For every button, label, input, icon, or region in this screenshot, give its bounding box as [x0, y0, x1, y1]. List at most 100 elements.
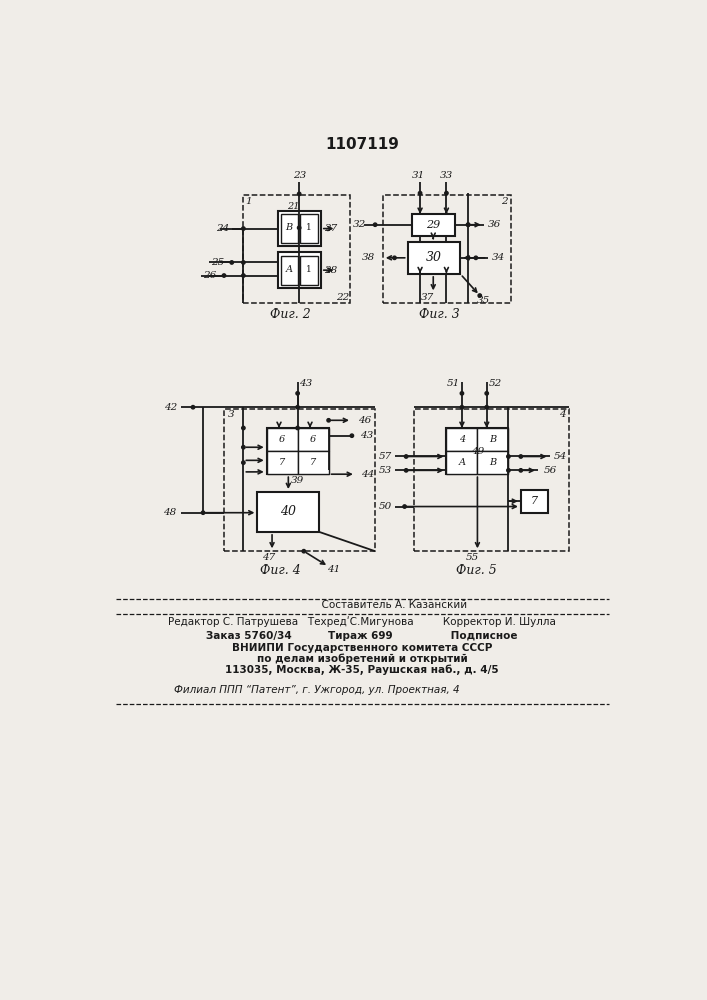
Text: 7: 7 — [531, 496, 538, 506]
Text: 46: 46 — [358, 416, 371, 425]
Text: Редактор С. Патрушева   ТехредʹС.Мигунова         Корректор И. Шулла: Редактор С. Патрушева ТехредʹС.Мигунова … — [168, 617, 556, 627]
Text: 32: 32 — [353, 220, 366, 229]
Bar — [279, 211, 321, 246]
Circle shape — [296, 426, 299, 430]
Text: 56: 56 — [544, 466, 557, 475]
Bar — [300, 256, 317, 285]
Circle shape — [373, 223, 377, 226]
Circle shape — [507, 469, 510, 472]
Text: Филиал ППП “Патент”, г. Ужгород, ул. Проектная, 4: Филиал ППП “Патент”, г. Ужгород, ул. Про… — [174, 685, 460, 695]
Text: 30: 30 — [426, 251, 442, 264]
Text: 27: 27 — [324, 224, 337, 233]
Circle shape — [519, 469, 522, 472]
Text: 43: 43 — [360, 431, 373, 440]
Text: 43: 43 — [299, 379, 312, 388]
Bar — [298, 428, 329, 451]
Text: 21: 21 — [287, 202, 300, 211]
Text: Составитель А. Казанский: Составитель А. Казанский — [315, 600, 467, 610]
Bar — [412, 214, 455, 235]
Circle shape — [403, 505, 407, 508]
Text: 1: 1 — [306, 265, 312, 274]
Text: 35: 35 — [477, 296, 490, 305]
Circle shape — [242, 274, 245, 277]
Circle shape — [467, 223, 470, 226]
Circle shape — [404, 469, 408, 472]
Text: 3: 3 — [228, 410, 234, 419]
Bar — [408, 242, 460, 274]
Circle shape — [242, 261, 245, 264]
Circle shape — [192, 406, 194, 409]
Text: Фиг. 5: Фиг. 5 — [455, 564, 496, 577]
Text: по делам изобретений и открытий: по делам изобретений и открытий — [257, 654, 467, 664]
Circle shape — [404, 455, 408, 458]
Text: 6: 6 — [279, 435, 285, 444]
Text: Фиг. 2: Фиг. 2 — [269, 308, 310, 321]
Bar — [300, 214, 317, 243]
Circle shape — [393, 256, 396, 260]
Bar — [281, 256, 298, 285]
Text: 44: 44 — [361, 470, 375, 479]
Bar — [281, 214, 298, 243]
Circle shape — [222, 274, 226, 277]
Text: 113035, Москва, Ж-35, Раушская наб., д. 4/5: 113035, Москва, Ж-35, Раушская наб., д. … — [225, 665, 498, 675]
Text: 31: 31 — [412, 171, 425, 180]
Bar — [446, 451, 477, 474]
Circle shape — [296, 406, 299, 409]
Circle shape — [242, 446, 245, 449]
Text: ВНИИПИ Государственного комитета СССР: ВНИИПИ Государственного комитета СССР — [232, 643, 492, 653]
Text: 49: 49 — [471, 447, 484, 456]
Text: 1107119: 1107119 — [325, 137, 399, 152]
Bar — [521, 490, 548, 513]
Text: 39: 39 — [291, 476, 304, 485]
Text: 37: 37 — [421, 293, 433, 302]
Circle shape — [519, 455, 522, 458]
Bar — [267, 428, 298, 451]
Text: 1: 1 — [306, 223, 312, 232]
Circle shape — [507, 455, 510, 458]
Text: 1: 1 — [245, 197, 252, 206]
Text: 25: 25 — [211, 258, 224, 267]
Text: B: B — [286, 223, 293, 232]
Circle shape — [460, 392, 464, 395]
Circle shape — [474, 256, 478, 260]
Circle shape — [478, 294, 481, 297]
Circle shape — [242, 426, 245, 430]
Text: 4: 4 — [559, 410, 565, 419]
Text: 26: 26 — [203, 271, 216, 280]
Circle shape — [242, 227, 245, 230]
Bar — [446, 428, 477, 451]
Text: 23: 23 — [293, 171, 306, 180]
Text: Фиг. 3: Фиг. 3 — [419, 308, 460, 321]
Text: 40: 40 — [280, 505, 296, 518]
Text: 55: 55 — [466, 553, 479, 562]
Text: 29: 29 — [426, 220, 440, 230]
Circle shape — [327, 419, 330, 422]
Text: 53: 53 — [379, 466, 392, 475]
Circle shape — [467, 223, 470, 226]
Text: 28: 28 — [324, 266, 337, 275]
Circle shape — [296, 392, 299, 395]
Text: 24: 24 — [216, 224, 230, 233]
Text: 52: 52 — [489, 379, 501, 388]
Bar — [414, 409, 569, 551]
Circle shape — [298, 226, 301, 229]
Text: 2: 2 — [501, 197, 508, 206]
Circle shape — [485, 392, 489, 395]
Circle shape — [201, 511, 205, 514]
Text: 36: 36 — [488, 220, 501, 229]
Text: 50: 50 — [379, 502, 392, 511]
Text: 4: 4 — [459, 435, 465, 444]
Text: 34: 34 — [491, 253, 505, 262]
Text: 7: 7 — [279, 458, 285, 467]
Circle shape — [419, 191, 422, 195]
Text: 48: 48 — [163, 508, 176, 517]
Text: 7: 7 — [310, 458, 316, 467]
Bar — [279, 252, 321, 288]
Text: 57: 57 — [379, 452, 392, 461]
Circle shape — [350, 434, 354, 437]
Text: Фиг. 4: Фиг. 4 — [260, 564, 301, 577]
Circle shape — [302, 550, 305, 553]
Bar — [267, 428, 329, 474]
Text: 47: 47 — [262, 553, 275, 562]
Bar — [267, 451, 298, 474]
